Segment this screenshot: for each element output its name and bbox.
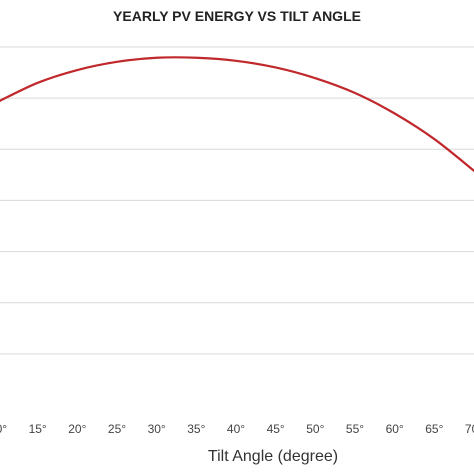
x-tick-label: 55° <box>346 422 364 436</box>
x-axis-label: Tilt Angle (degree) <box>208 448 338 465</box>
x-tick-label: 70° <box>465 422 474 436</box>
x-tick-label: 15° <box>29 422 47 436</box>
series-lines <box>0 56 474 172</box>
x-tick-label: 60° <box>386 422 404 436</box>
x-tick-label: 45° <box>267 422 285 436</box>
x-tick-label: 25° <box>108 422 126 436</box>
x-tick-labels: 10° 15° 20° 25° 30° 35° 40° 45° 50° 55° 60° 65° 70° <box>0 422 474 436</box>
chart-title: YEARLY PV ENERGY VS TILT ANGLE <box>113 8 361 24</box>
x-tick-label: 35° <box>187 422 205 436</box>
x-tick-label: 65° <box>425 422 443 436</box>
x-tick-label: 20° <box>68 422 86 436</box>
grid-lines <box>0 46 474 355</box>
x-tick-label: 50° <box>306 422 324 436</box>
series-line-0 <box>0 56 474 172</box>
x-tick-label: 10° <box>0 422 7 436</box>
x-tick-label: 40° <box>227 422 245 436</box>
x-tick-label: 30° <box>148 422 166 436</box>
